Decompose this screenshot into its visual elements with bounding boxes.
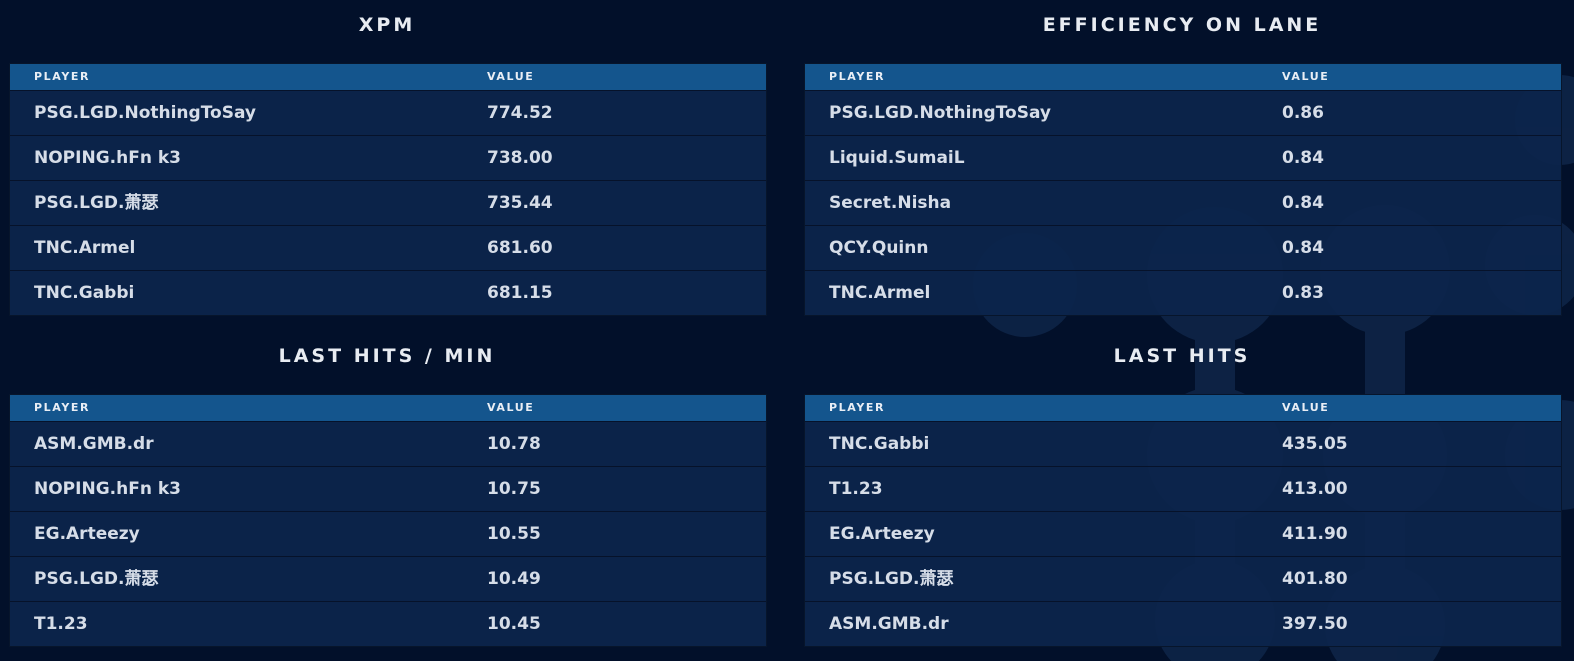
table-row: EG.Arteezy 411.90 [805, 511, 1561, 556]
table-header: PLAYER VALUE [10, 64, 766, 90]
player-name: QCY.Quinn [829, 238, 929, 258]
player-name: TNC.Gabbi [34, 283, 135, 303]
column-header-player: PLAYER [34, 401, 91, 414]
table-row: TNC.Gabbi 435.05 [805, 421, 1561, 466]
table-header: PLAYER VALUE [805, 395, 1561, 421]
player-name: ASM.GMB.dr [829, 614, 949, 634]
stat-value: 435.05 [1282, 434, 1348, 454]
stat-value: 411.90 [1282, 524, 1348, 544]
player-name: PSG.LGD.NothingToSay [829, 103, 1051, 123]
table-row: PSG.LGD.萧瑟 10.49 [10, 556, 766, 601]
stats-table: PLAYER VALUE TNC.Gabbi 435.05 T1.23 413.… [804, 394, 1562, 647]
player-name: NOPING.hFn k3 [34, 148, 181, 168]
stat-value: 0.84 [1282, 193, 1324, 213]
stat-value: 397.50 [1282, 614, 1348, 634]
stat-value: 735.44 [487, 193, 553, 213]
stats-table: PLAYER VALUE PSG.LGD.NothingToSay 774.52… [9, 63, 767, 316]
player-name: TNC.Armel [34, 238, 136, 258]
column-header-value: VALUE [1282, 401, 1330, 414]
player-name: T1.23 [829, 479, 883, 499]
stat-value: 10.78 [487, 434, 541, 454]
player-name: PSG.LGD.萧瑟 [829, 569, 954, 589]
stat-value: 10.55 [487, 524, 541, 544]
stat-value: 10.45 [487, 614, 541, 634]
table-row: EG.Arteezy 10.55 [10, 511, 766, 556]
player-name: Liquid.SumaiL [829, 148, 965, 168]
panel-title: LAST HITS / MIN [278, 345, 496, 367]
table-row: ASM.GMB.dr 10.78 [10, 421, 766, 466]
player-name: PSG.LGD.萧瑟 [34, 569, 159, 589]
table-row: PSG.LGD.NothingToSay 774.52 [10, 90, 766, 135]
table-row: QCY.Quinn 0.84 [805, 225, 1561, 270]
column-header-player: PLAYER [829, 401, 886, 414]
stat-value: 738.00 [487, 148, 553, 168]
stat-value: 681.60 [487, 238, 553, 258]
table-row: T1.23 10.45 [10, 601, 766, 646]
stat-value: 10.75 [487, 479, 541, 499]
table-header: PLAYER VALUE [805, 64, 1561, 90]
player-name: T1.23 [34, 614, 88, 634]
table-row: TNC.Armel 681.60 [10, 225, 766, 270]
table-row: NOPING.hFn k3 10.75 [10, 466, 766, 511]
panel-title: EFFICIENCY ON LANE [1042, 14, 1322, 36]
table-row: Liquid.SumaiL 0.84 [805, 135, 1561, 180]
stat-value: 0.86 [1282, 103, 1324, 123]
stat-value: 413.00 [1282, 479, 1348, 499]
table-row: NOPING.hFn k3 738.00 [10, 135, 766, 180]
stat-value: 401.80 [1282, 569, 1348, 589]
stat-value: 681.15 [487, 283, 553, 303]
panel-title: XPM [358, 14, 416, 36]
column-header-value: VALUE [487, 401, 535, 414]
stats-table: PLAYER VALUE ASM.GMB.dr 10.78 NOPING.hFn… [9, 394, 767, 647]
column-header-player: PLAYER [34, 70, 91, 83]
player-name: Secret.Nisha [829, 193, 952, 213]
stat-value: 0.83 [1282, 283, 1324, 303]
player-name: EG.Arteezy [34, 524, 140, 544]
player-name: NOPING.hFn k3 [34, 479, 181, 499]
stats-table: PLAYER VALUE PSG.LGD.NothingToSay 0.86 L… [804, 63, 1562, 316]
player-name: PSG.LGD.萧瑟 [34, 193, 159, 213]
stat-value: 0.84 [1282, 148, 1324, 168]
table-row: ASM.GMB.dr 397.50 [805, 601, 1561, 646]
player-name: ASM.GMB.dr [34, 434, 154, 454]
panel-title: LAST HITS [1113, 345, 1251, 367]
table-row: Secret.Nisha 0.84 [805, 180, 1561, 225]
stat-value: 10.49 [487, 569, 541, 589]
table-row: PSG.LGD.萧瑟 735.44 [10, 180, 766, 225]
table-row: PSG.LGD.NothingToSay 0.86 [805, 90, 1561, 135]
player-name: TNC.Gabbi [829, 434, 930, 454]
stat-value: 0.84 [1282, 238, 1324, 258]
column-header-value: VALUE [487, 70, 535, 83]
table-row: PSG.LGD.萧瑟 401.80 [805, 556, 1561, 601]
table-row: TNC.Gabbi 681.15 [10, 270, 766, 315]
column-header-player: PLAYER [829, 70, 886, 83]
player-name: PSG.LGD.NothingToSay [34, 103, 256, 123]
column-header-value: VALUE [1282, 70, 1330, 83]
table-row: T1.23 413.00 [805, 466, 1561, 511]
table-row: TNC.Armel 0.83 [805, 270, 1561, 315]
player-name: EG.Arteezy [829, 524, 935, 544]
table-header: PLAYER VALUE [10, 395, 766, 421]
player-name: TNC.Armel [829, 283, 931, 303]
stat-value: 774.52 [487, 103, 553, 123]
